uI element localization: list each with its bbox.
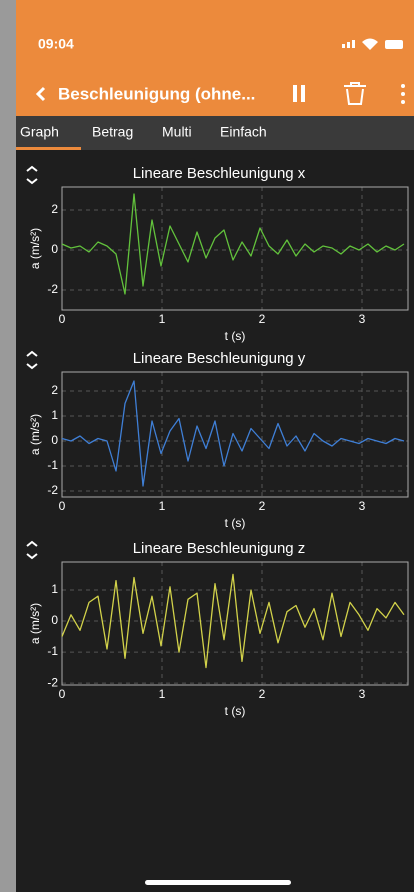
y-tick-label: 2 <box>51 202 58 216</box>
back-button[interactable] <box>35 86 46 102</box>
y-axis-label: a (m/s²) <box>28 603 42 644</box>
x-tick-label: 1 <box>159 312 166 326</box>
expand-icon[interactable] <box>26 165 38 185</box>
menu-button[interactable] <box>401 84 405 104</box>
tab[interactable]: Einfach <box>220 124 267 140</box>
y-tick-label: 0 <box>51 613 58 627</box>
y-tick-label: -2 <box>47 282 58 296</box>
chart-title: Lineare Beschleunigung x <box>133 165 306 182</box>
data-line <box>61 380 405 487</box>
y-axis-label: a (m/s²) <box>28 228 42 269</box>
x-tick-label: 2 <box>259 687 266 701</box>
status-time: 09:04 <box>38 36 74 52</box>
expand-toggle[interactable] <box>26 165 38 185</box>
x-tick-label: 3 <box>359 312 366 326</box>
app-title: Beschleunigung (ohne... <box>58 84 255 103</box>
x-tick-label: 3 <box>359 499 366 513</box>
expand-icon[interactable] <box>26 350 38 370</box>
x-tick-label: 2 <box>259 499 266 513</box>
chart-title: Lineare Beschleunigung z <box>133 540 306 557</box>
y-tick-label: 2 <box>51 383 58 397</box>
y-tick-label: -1 <box>47 644 58 658</box>
data-line <box>61 193 405 295</box>
y-axis-label: a (m/s²) <box>28 414 42 455</box>
tab-bar <box>16 116 414 150</box>
x-tick-label: 3 <box>359 687 366 701</box>
y-tick-label: 0 <box>51 433 58 447</box>
tab[interactable]: Betrag <box>92 124 133 140</box>
x-tick-label: 1 <box>159 687 166 701</box>
chart-title: Lineare Beschleunigung y <box>133 350 306 367</box>
y-tick-label: 1 <box>51 582 58 596</box>
home-indicator <box>145 880 291 885</box>
x-tick-label: 2 <box>259 312 266 326</box>
x-axis-label: t (s) <box>225 516 246 530</box>
delete-button[interactable] <box>344 82 366 105</box>
y-tick-label: 1 <box>51 408 58 422</box>
x-tick-label: 0 <box>59 499 66 513</box>
pause-button[interactable] <box>293 85 305 102</box>
tab[interactable]: Multi <box>162 124 192 140</box>
y-tick-label: -1 <box>47 458 58 472</box>
expand-toggle[interactable] <box>26 540 38 560</box>
status-icons <box>342 38 403 50</box>
x-tick-label: 0 <box>59 312 66 326</box>
expand-toggle[interactable] <box>26 350 38 370</box>
y-tick-label: 0 <box>51 242 58 256</box>
tab[interactable]: Graph <box>20 124 59 140</box>
x-axis-label: t (s) <box>225 704 246 718</box>
x-tick-label: 0 <box>59 687 66 701</box>
plot-frame <box>61 561 409 686</box>
plot-frame <box>61 186 409 311</box>
y-tick-label: -2 <box>47 675 58 689</box>
data-line <box>61 573 405 669</box>
plot-frame <box>61 371 409 498</box>
expand-icon[interactable] <box>26 540 38 560</box>
active-tab-indicator <box>16 147 81 150</box>
x-axis-label: t (s) <box>225 329 246 343</box>
x-tick-label: 1 <box>159 499 166 513</box>
y-tick-label: -2 <box>47 483 58 497</box>
